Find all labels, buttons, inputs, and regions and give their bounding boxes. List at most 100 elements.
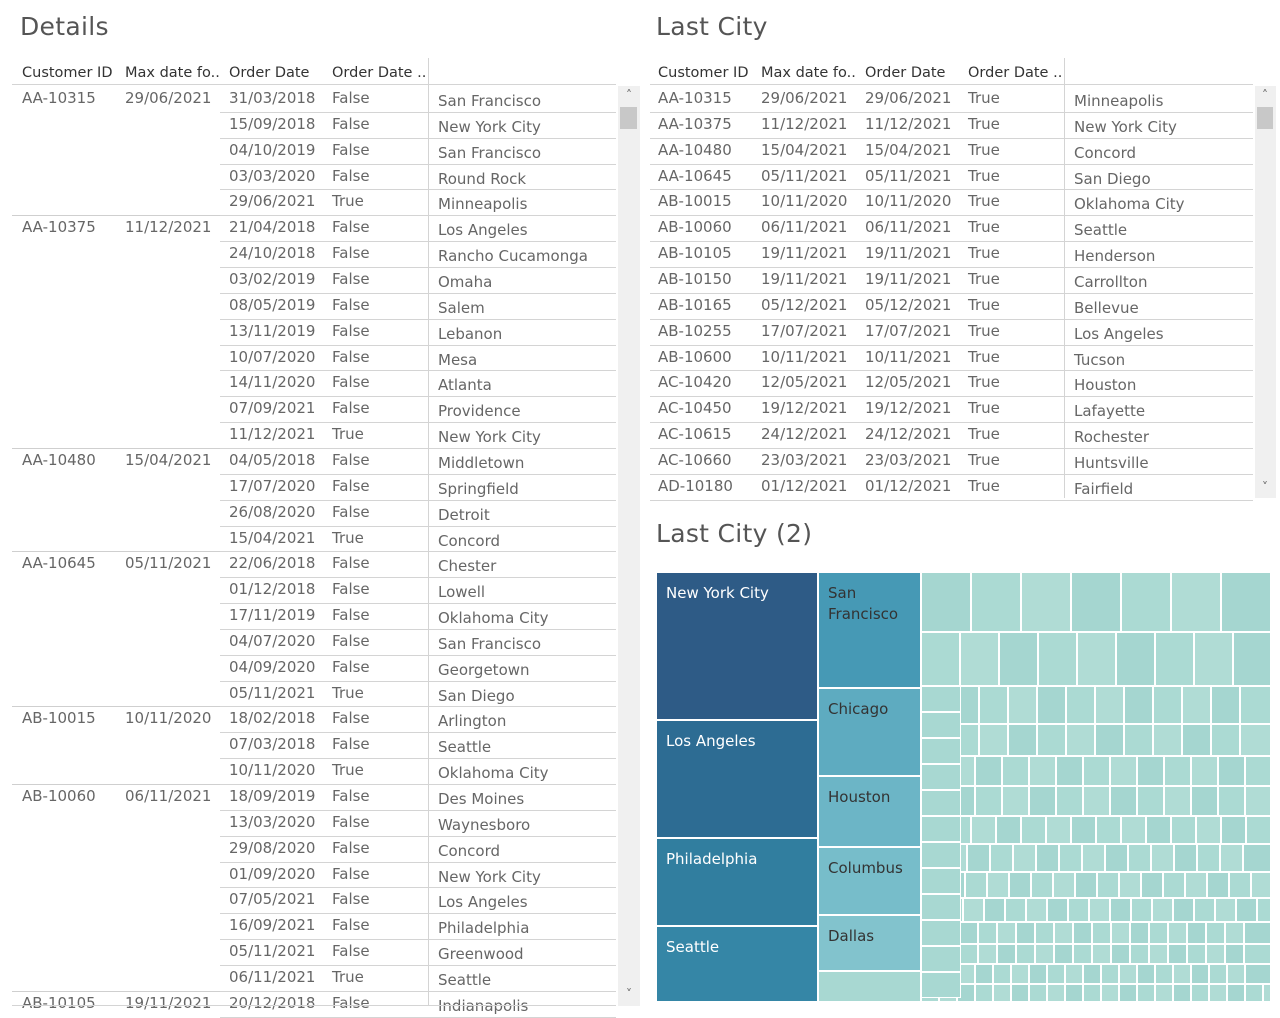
treemap-small-tile[interactable] bbox=[1155, 984, 1173, 1002]
treemap-small-tile[interactable] bbox=[1083, 786, 1110, 816]
scroll-up-icon[interactable]: ˄ bbox=[1262, 88, 1268, 102]
treemap-small-tile[interactable] bbox=[1245, 964, 1271, 984]
treemap-tile[interactable]: Philadelphia bbox=[656, 838, 818, 926]
treemap-small-tile[interactable] bbox=[996, 816, 1021, 844]
customer-id-cell[interactable]: AA-10645 bbox=[22, 554, 96, 573]
treemap-small-tile[interactable] bbox=[1009, 872, 1031, 898]
treemap-small-tile[interactable] bbox=[1021, 572, 1071, 632]
treemap-small-tile[interactable] bbox=[921, 842, 961, 868]
city-cell[interactable]: Fairfield bbox=[1074, 479, 1134, 498]
city-cell[interactable]: Springfield bbox=[438, 479, 519, 498]
treemap-small-tile[interactable] bbox=[1011, 984, 1029, 1002]
city-cell[interactable]: Des Moines bbox=[438, 790, 525, 808]
treemap-small-tile[interactable] bbox=[1095, 724, 1124, 756]
treemap-small-tile[interactable] bbox=[1152, 898, 1173, 922]
treemap-small-tile[interactable] bbox=[1155, 632, 1194, 686]
customer-id-cell[interactable]: AB-10015 bbox=[22, 709, 96, 728]
treemap-small-tile[interactable] bbox=[921, 946, 961, 972]
treemap-tile[interactable]: Los Angeles bbox=[656, 720, 818, 838]
treemap-small-tile[interactable] bbox=[1110, 756, 1137, 786]
treemap-small-tile[interactable] bbox=[1141, 872, 1163, 898]
treemap-small-tile[interactable] bbox=[921, 632, 960, 686]
treemap-small-tile[interactable] bbox=[959, 944, 978, 964]
treemap-small-tile[interactable] bbox=[993, 964, 1011, 984]
last-city-col-order-date-flag[interactable]: Order Date .. bbox=[968, 65, 1063, 81]
city-cell[interactable]: San Francisco bbox=[438, 143, 542, 162]
treemap-small-tile[interactable] bbox=[921, 816, 961, 842]
treemap-small-tile[interactable] bbox=[1225, 944, 1244, 964]
treemap-small-tile[interactable] bbox=[1047, 964, 1065, 984]
treemap-small-tile[interactable] bbox=[1002, 756, 1029, 786]
customer-id-cell[interactable]: AC-10615 bbox=[658, 425, 732, 444]
treemap-small-tile[interactable] bbox=[1077, 632, 1116, 686]
treemap-small-tile[interactable] bbox=[979, 686, 1008, 724]
customer-id-cell[interactable]: AB-10105 bbox=[658, 244, 732, 263]
treemap-small-tile[interactable] bbox=[1137, 964, 1155, 984]
treemap-small-tile[interactable] bbox=[1036, 844, 1059, 872]
city-cell[interactable]: Arlington bbox=[438, 712, 507, 731]
treemap-small-tile[interactable] bbox=[1011, 964, 1029, 984]
customer-id-cell[interactable]: AB-10150 bbox=[658, 270, 732, 288]
treemap-small-tile[interactable] bbox=[1153, 686, 1182, 724]
city-cell[interactable]: Los Angeles bbox=[1074, 324, 1164, 343]
customer-id-cell[interactable]: AA-10375 bbox=[658, 114, 732, 133]
treemap-small-tile[interactable] bbox=[1187, 944, 1206, 964]
last-city-col-customer-id[interactable]: Customer ID bbox=[658, 65, 749, 81]
treemap-small-tile[interactable] bbox=[1047, 984, 1065, 1002]
treemap-small-tile[interactable] bbox=[987, 872, 1009, 898]
treemap-small-tile[interactable] bbox=[1245, 984, 1263, 1002]
treemap-small-tile[interactable] bbox=[1155, 964, 1173, 984]
treemap-small-tile[interactable] bbox=[978, 944, 997, 964]
city-cell[interactable]: Seattle bbox=[438, 738, 492, 757]
treemap-small-tile[interactable] bbox=[1021, 816, 1046, 844]
treemap-small-tile[interactable] bbox=[1168, 922, 1187, 944]
last-city-col-max-date[interactable]: Max date fo.. bbox=[761, 65, 856, 81]
treemap-tile[interactable]: San Francisco bbox=[818, 572, 921, 688]
city-cell[interactable]: Lowell bbox=[438, 583, 486, 602]
customer-id-cell[interactable]: AA-10480 bbox=[22, 450, 96, 469]
treemap-small-tile[interactable] bbox=[1083, 964, 1101, 984]
treemap-small-tile[interactable] bbox=[1101, 984, 1119, 1002]
treemap-small-tile[interactable] bbox=[1263, 984, 1271, 1002]
treemap-small-tile[interactable] bbox=[1243, 844, 1271, 872]
treemap-small-tile[interactable] bbox=[1206, 922, 1225, 944]
treemap-small-tile[interactable] bbox=[1245, 786, 1271, 816]
city-cell[interactable]: Lebanon bbox=[438, 324, 503, 343]
treemap-small-tile[interactable] bbox=[1071, 816, 1096, 844]
treemap-small-tile[interactable] bbox=[1124, 724, 1153, 756]
treemap-small-tile[interactable] bbox=[1097, 872, 1119, 898]
treemap-tile[interactable]: Seattle bbox=[656, 926, 818, 1002]
treemap-small-tile[interactable] bbox=[1026, 898, 1047, 922]
customer-id-cell[interactable]: AD-10180 bbox=[658, 476, 733, 495]
treemap-small-tile[interactable] bbox=[1116, 632, 1155, 686]
treemap-tile[interactable]: Chicago bbox=[818, 688, 921, 776]
treemap-small-tile[interactable] bbox=[1029, 786, 1056, 816]
city-cell[interactable]: San Francisco bbox=[438, 92, 542, 110]
city-cell[interactable]: Providence bbox=[438, 402, 521, 421]
treemap-small-tile[interactable] bbox=[1207, 872, 1229, 898]
treemap-small-tile[interactable] bbox=[990, 844, 1013, 872]
treemap-small-tile[interactable] bbox=[1182, 686, 1211, 724]
treemap-small-tile[interactable] bbox=[1227, 964, 1245, 984]
city-cell[interactable]: New York City bbox=[1074, 117, 1177, 136]
treemap-small-tile[interactable] bbox=[1244, 944, 1271, 964]
treemap-small-tile[interactable] bbox=[978, 922, 997, 944]
treemap-small-tile[interactable] bbox=[1221, 572, 1271, 632]
city-cell[interactable]: Rancho Cucamonga bbox=[438, 247, 588, 266]
customer-id-cell[interactable]: AC-10660 bbox=[658, 450, 732, 469]
treemap-small-tile[interactable] bbox=[1209, 984, 1227, 1002]
customer-id-cell[interactable]: AA-10375 bbox=[22, 218, 96, 237]
treemap-small-tile[interactable] bbox=[1236, 898, 1257, 922]
city-cell[interactable]: Minneapolis bbox=[438, 195, 528, 214]
scroll-down-icon[interactable]: ˅ bbox=[1262, 480, 1268, 494]
scroll-up-icon[interactable]: ˄ bbox=[626, 88, 632, 102]
customer-id-cell[interactable]: AB-10165 bbox=[658, 295, 732, 314]
treemap-small-tile[interactable] bbox=[1128, 844, 1151, 872]
treemap-small-tile[interactable] bbox=[1163, 872, 1185, 898]
treemap-small-tile[interactable] bbox=[1149, 944, 1168, 964]
treemap-small-tile[interactable] bbox=[1196, 816, 1221, 844]
treemap-small-tile[interactable] bbox=[1245, 756, 1271, 786]
city-cell[interactable]: Salem bbox=[438, 298, 485, 317]
city-cell[interactable]: San Diego bbox=[1074, 169, 1151, 188]
treemap-tile[interactable]: Houston bbox=[818, 776, 921, 847]
